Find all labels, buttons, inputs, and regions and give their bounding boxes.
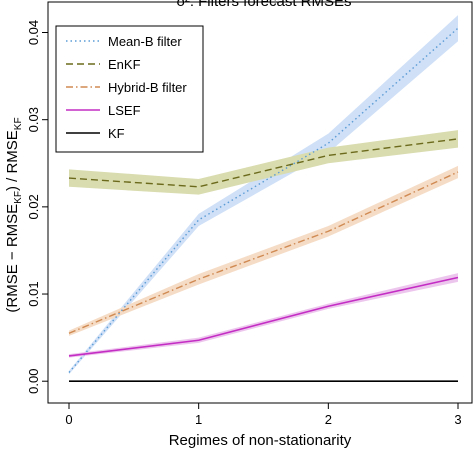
- y-axis-title: (RMSE − RMSEKF) / RMSEKF: [4, 117, 24, 312]
- legend-box: [55, 25, 204, 153]
- band-hybrid-b-filter: [69, 165, 458, 336]
- legend-label: Hybrid-B filter: [108, 80, 187, 95]
- chart-title: δ²: Filters forecast RMSEs: [176, 0, 351, 10]
- x-tick-label: 2: [325, 412, 332, 427]
- legend-label: LSEF: [108, 103, 141, 118]
- band-enkf: [69, 130, 458, 195]
- y-tick-label: 0.04: [26, 20, 41, 45]
- y-tick-label: 0.01: [26, 281, 41, 306]
- y-axis-title-sub1: KF: [13, 191, 24, 204]
- y-axis-title-part2: ) / RMSE: [4, 130, 21, 191]
- legend-label: KF: [108, 126, 125, 141]
- line-hybrid-b-filter: [68, 171, 459, 334]
- x-tick-label: 3: [454, 412, 461, 427]
- y-axis-title-part1: (RMSE − RMSE: [4, 204, 21, 313]
- x-axis-title: Regimes of non-stationarity: [169, 432, 352, 449]
- x-tick-label: 0: [65, 412, 72, 427]
- band-mean-b-filter: [69, 15, 458, 375]
- legend: Mean-B filter EnKF Hybrid-B filter LSEF KF: [55, 25, 204, 153]
- legend-label: EnKF: [108, 57, 141, 72]
- y-tick-label: 0.02: [26, 194, 41, 219]
- line-mean-b-filter: [68, 27, 459, 373]
- x-tick-label: 1: [195, 412, 202, 427]
- band-lsef: [69, 273, 458, 358]
- plot-frame: [47, 1, 473, 404]
- line-lsef: [68, 276, 459, 357]
- y-tick-label: 0.03: [26, 107, 41, 132]
- legend-label: Mean-B filter: [108, 34, 182, 49]
- series-lines: [68, 27, 459, 383]
- y-tick-label: 0.00: [26, 369, 41, 394]
- y-axis: 0.00 0.01 0.02 0.03 0.04: [26, 20, 48, 394]
- x-axis: 0 1 2 3: [65, 403, 462, 427]
- y-axis-title-sub2: KF: [13, 117, 24, 130]
